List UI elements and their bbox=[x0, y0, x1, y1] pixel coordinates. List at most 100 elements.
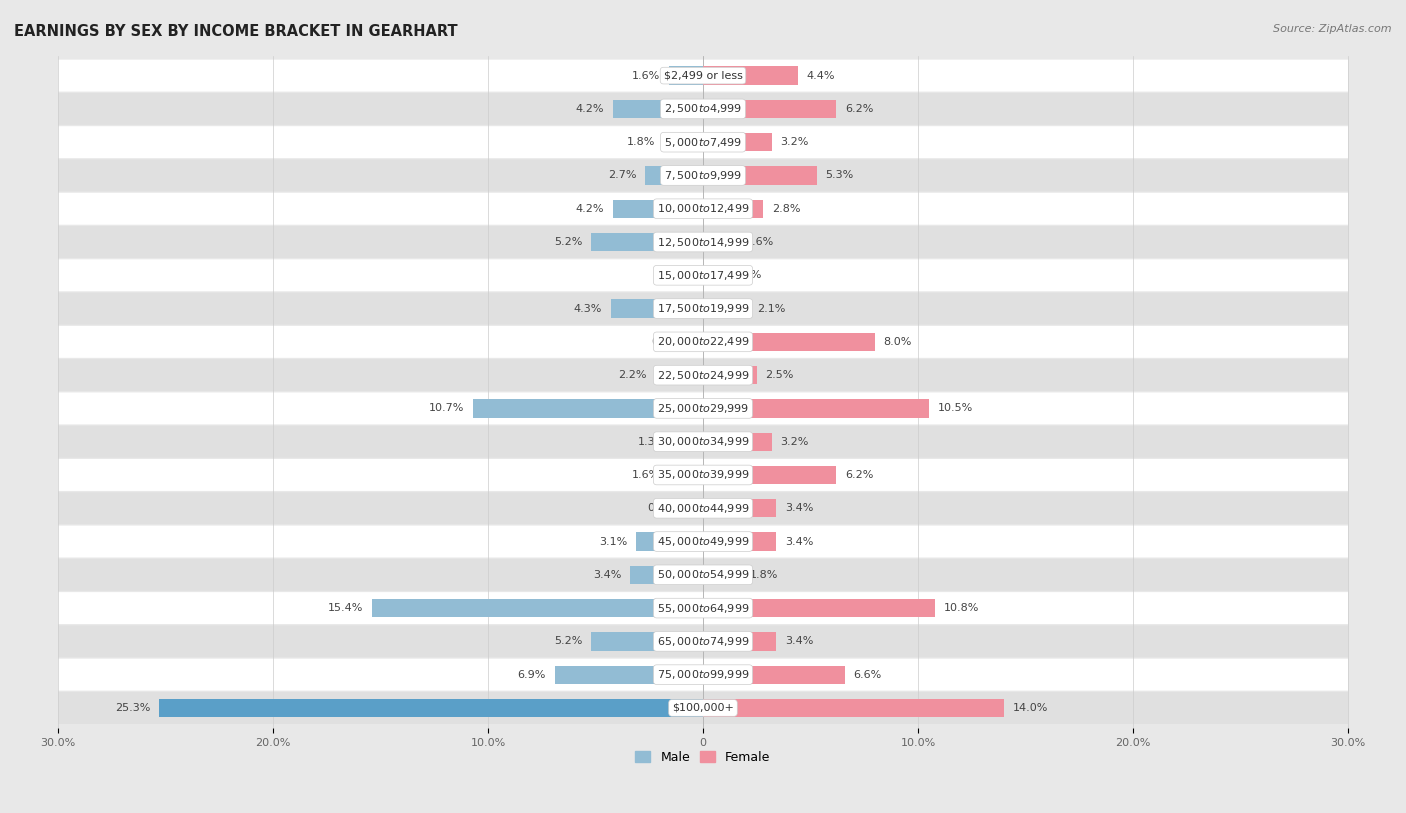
FancyBboxPatch shape bbox=[58, 226, 1348, 258]
Text: $75,000 to $99,999: $75,000 to $99,999 bbox=[657, 668, 749, 681]
Text: 14.0%: 14.0% bbox=[1012, 703, 1047, 713]
Text: 5.2%: 5.2% bbox=[554, 237, 582, 247]
Bar bbox=[703, 67, 797, 85]
Text: $55,000 to $64,999: $55,000 to $64,999 bbox=[657, 602, 749, 615]
Text: $40,000 to $44,999: $40,000 to $44,999 bbox=[657, 502, 749, 515]
Text: $100,000+: $100,000+ bbox=[672, 703, 734, 713]
Text: $12,500 to $14,999: $12,500 to $14,999 bbox=[657, 236, 749, 249]
Bar bbox=[703, 299, 748, 318]
Bar bbox=[645, 167, 703, 185]
Bar bbox=[703, 499, 776, 517]
Bar bbox=[703, 433, 772, 451]
Text: $45,000 to $49,999: $45,000 to $49,999 bbox=[657, 535, 749, 548]
Text: 4.3%: 4.3% bbox=[574, 303, 602, 314]
Text: $15,000 to $17,499: $15,000 to $17,499 bbox=[657, 269, 749, 282]
Text: Source: ZipAtlas.com: Source: ZipAtlas.com bbox=[1274, 24, 1392, 34]
Text: 2.2%: 2.2% bbox=[619, 370, 647, 380]
Bar bbox=[669, 466, 703, 484]
Bar bbox=[703, 699, 1004, 717]
Text: 1.6%: 1.6% bbox=[631, 71, 659, 80]
Text: 4.4%: 4.4% bbox=[806, 71, 835, 80]
Bar bbox=[703, 333, 875, 351]
Bar bbox=[655, 366, 703, 385]
Text: $20,000 to $22,499: $20,000 to $22,499 bbox=[657, 335, 749, 348]
FancyBboxPatch shape bbox=[58, 359, 1348, 391]
FancyBboxPatch shape bbox=[58, 393, 1348, 424]
Text: 1.6%: 1.6% bbox=[747, 237, 775, 247]
Text: $50,000 to $54,999: $50,000 to $54,999 bbox=[657, 568, 749, 581]
Text: 6.6%: 6.6% bbox=[853, 670, 882, 680]
Bar bbox=[703, 100, 837, 118]
Text: 3.2%: 3.2% bbox=[780, 437, 808, 446]
Bar bbox=[554, 666, 703, 684]
Bar bbox=[703, 666, 845, 684]
Text: $65,000 to $74,999: $65,000 to $74,999 bbox=[657, 635, 749, 648]
Text: 3.1%: 3.1% bbox=[599, 537, 627, 546]
Bar bbox=[610, 299, 703, 318]
Text: 3.4%: 3.4% bbox=[593, 570, 621, 580]
Text: 2.5%: 2.5% bbox=[765, 370, 794, 380]
Text: 4.2%: 4.2% bbox=[575, 204, 605, 214]
Bar bbox=[703, 167, 817, 185]
Legend: Male, Female: Male, Female bbox=[630, 746, 776, 769]
Bar bbox=[591, 233, 703, 251]
Text: 6.2%: 6.2% bbox=[845, 470, 873, 480]
FancyBboxPatch shape bbox=[58, 592, 1348, 624]
FancyBboxPatch shape bbox=[58, 625, 1348, 658]
Text: 10.8%: 10.8% bbox=[943, 603, 979, 613]
Text: $35,000 to $39,999: $35,000 to $39,999 bbox=[657, 468, 749, 481]
Bar bbox=[692, 499, 703, 517]
Text: $2,500 to $4,999: $2,500 to $4,999 bbox=[664, 102, 742, 115]
Bar bbox=[703, 266, 718, 285]
Bar bbox=[613, 199, 703, 218]
Text: 5.3%: 5.3% bbox=[825, 171, 853, 180]
Text: 10.5%: 10.5% bbox=[938, 403, 973, 414]
Bar bbox=[703, 366, 756, 385]
Bar bbox=[703, 199, 763, 218]
Bar bbox=[703, 566, 742, 584]
FancyBboxPatch shape bbox=[58, 59, 1348, 92]
Text: $22,500 to $24,999: $22,500 to $24,999 bbox=[657, 368, 749, 381]
FancyBboxPatch shape bbox=[58, 193, 1348, 224]
Bar bbox=[703, 599, 935, 617]
Bar bbox=[695, 333, 703, 351]
FancyBboxPatch shape bbox=[58, 493, 1348, 524]
Text: EARNINGS BY SEX BY INCOME BRACKET IN GEARHART: EARNINGS BY SEX BY INCOME BRACKET IN GEA… bbox=[14, 24, 458, 39]
Text: $25,000 to $29,999: $25,000 to $29,999 bbox=[657, 402, 749, 415]
Bar bbox=[591, 633, 703, 650]
Text: 15.4%: 15.4% bbox=[328, 603, 363, 613]
Text: 25.3%: 25.3% bbox=[115, 703, 150, 713]
FancyBboxPatch shape bbox=[58, 459, 1348, 491]
Text: 3.4%: 3.4% bbox=[785, 503, 813, 513]
Bar bbox=[669, 67, 703, 85]
Bar bbox=[630, 566, 703, 584]
FancyBboxPatch shape bbox=[58, 559, 1348, 591]
Text: 2.1%: 2.1% bbox=[756, 303, 785, 314]
Bar bbox=[373, 599, 703, 617]
FancyBboxPatch shape bbox=[58, 159, 1348, 191]
Text: 1.6%: 1.6% bbox=[631, 470, 659, 480]
FancyBboxPatch shape bbox=[58, 293, 1348, 324]
Bar bbox=[703, 533, 776, 550]
FancyBboxPatch shape bbox=[58, 93, 1348, 125]
Text: 2.7%: 2.7% bbox=[607, 171, 637, 180]
Text: 2.8%: 2.8% bbox=[772, 204, 800, 214]
Bar bbox=[703, 399, 929, 418]
Bar bbox=[613, 100, 703, 118]
FancyBboxPatch shape bbox=[58, 259, 1348, 291]
FancyBboxPatch shape bbox=[58, 126, 1348, 159]
Text: 0.69%: 0.69% bbox=[727, 270, 762, 280]
FancyBboxPatch shape bbox=[58, 525, 1348, 558]
FancyBboxPatch shape bbox=[58, 659, 1348, 690]
Text: 10.7%: 10.7% bbox=[429, 403, 464, 414]
Bar bbox=[703, 233, 737, 251]
Text: 5.2%: 5.2% bbox=[554, 637, 582, 646]
Text: 0.54%: 0.54% bbox=[647, 503, 683, 513]
Bar bbox=[472, 399, 703, 418]
Text: $2,499 or less: $2,499 or less bbox=[664, 71, 742, 80]
Bar bbox=[703, 633, 776, 650]
FancyBboxPatch shape bbox=[58, 426, 1348, 458]
Text: 0.0%: 0.0% bbox=[666, 270, 695, 280]
Text: 1.8%: 1.8% bbox=[627, 137, 655, 147]
Bar bbox=[637, 533, 703, 550]
